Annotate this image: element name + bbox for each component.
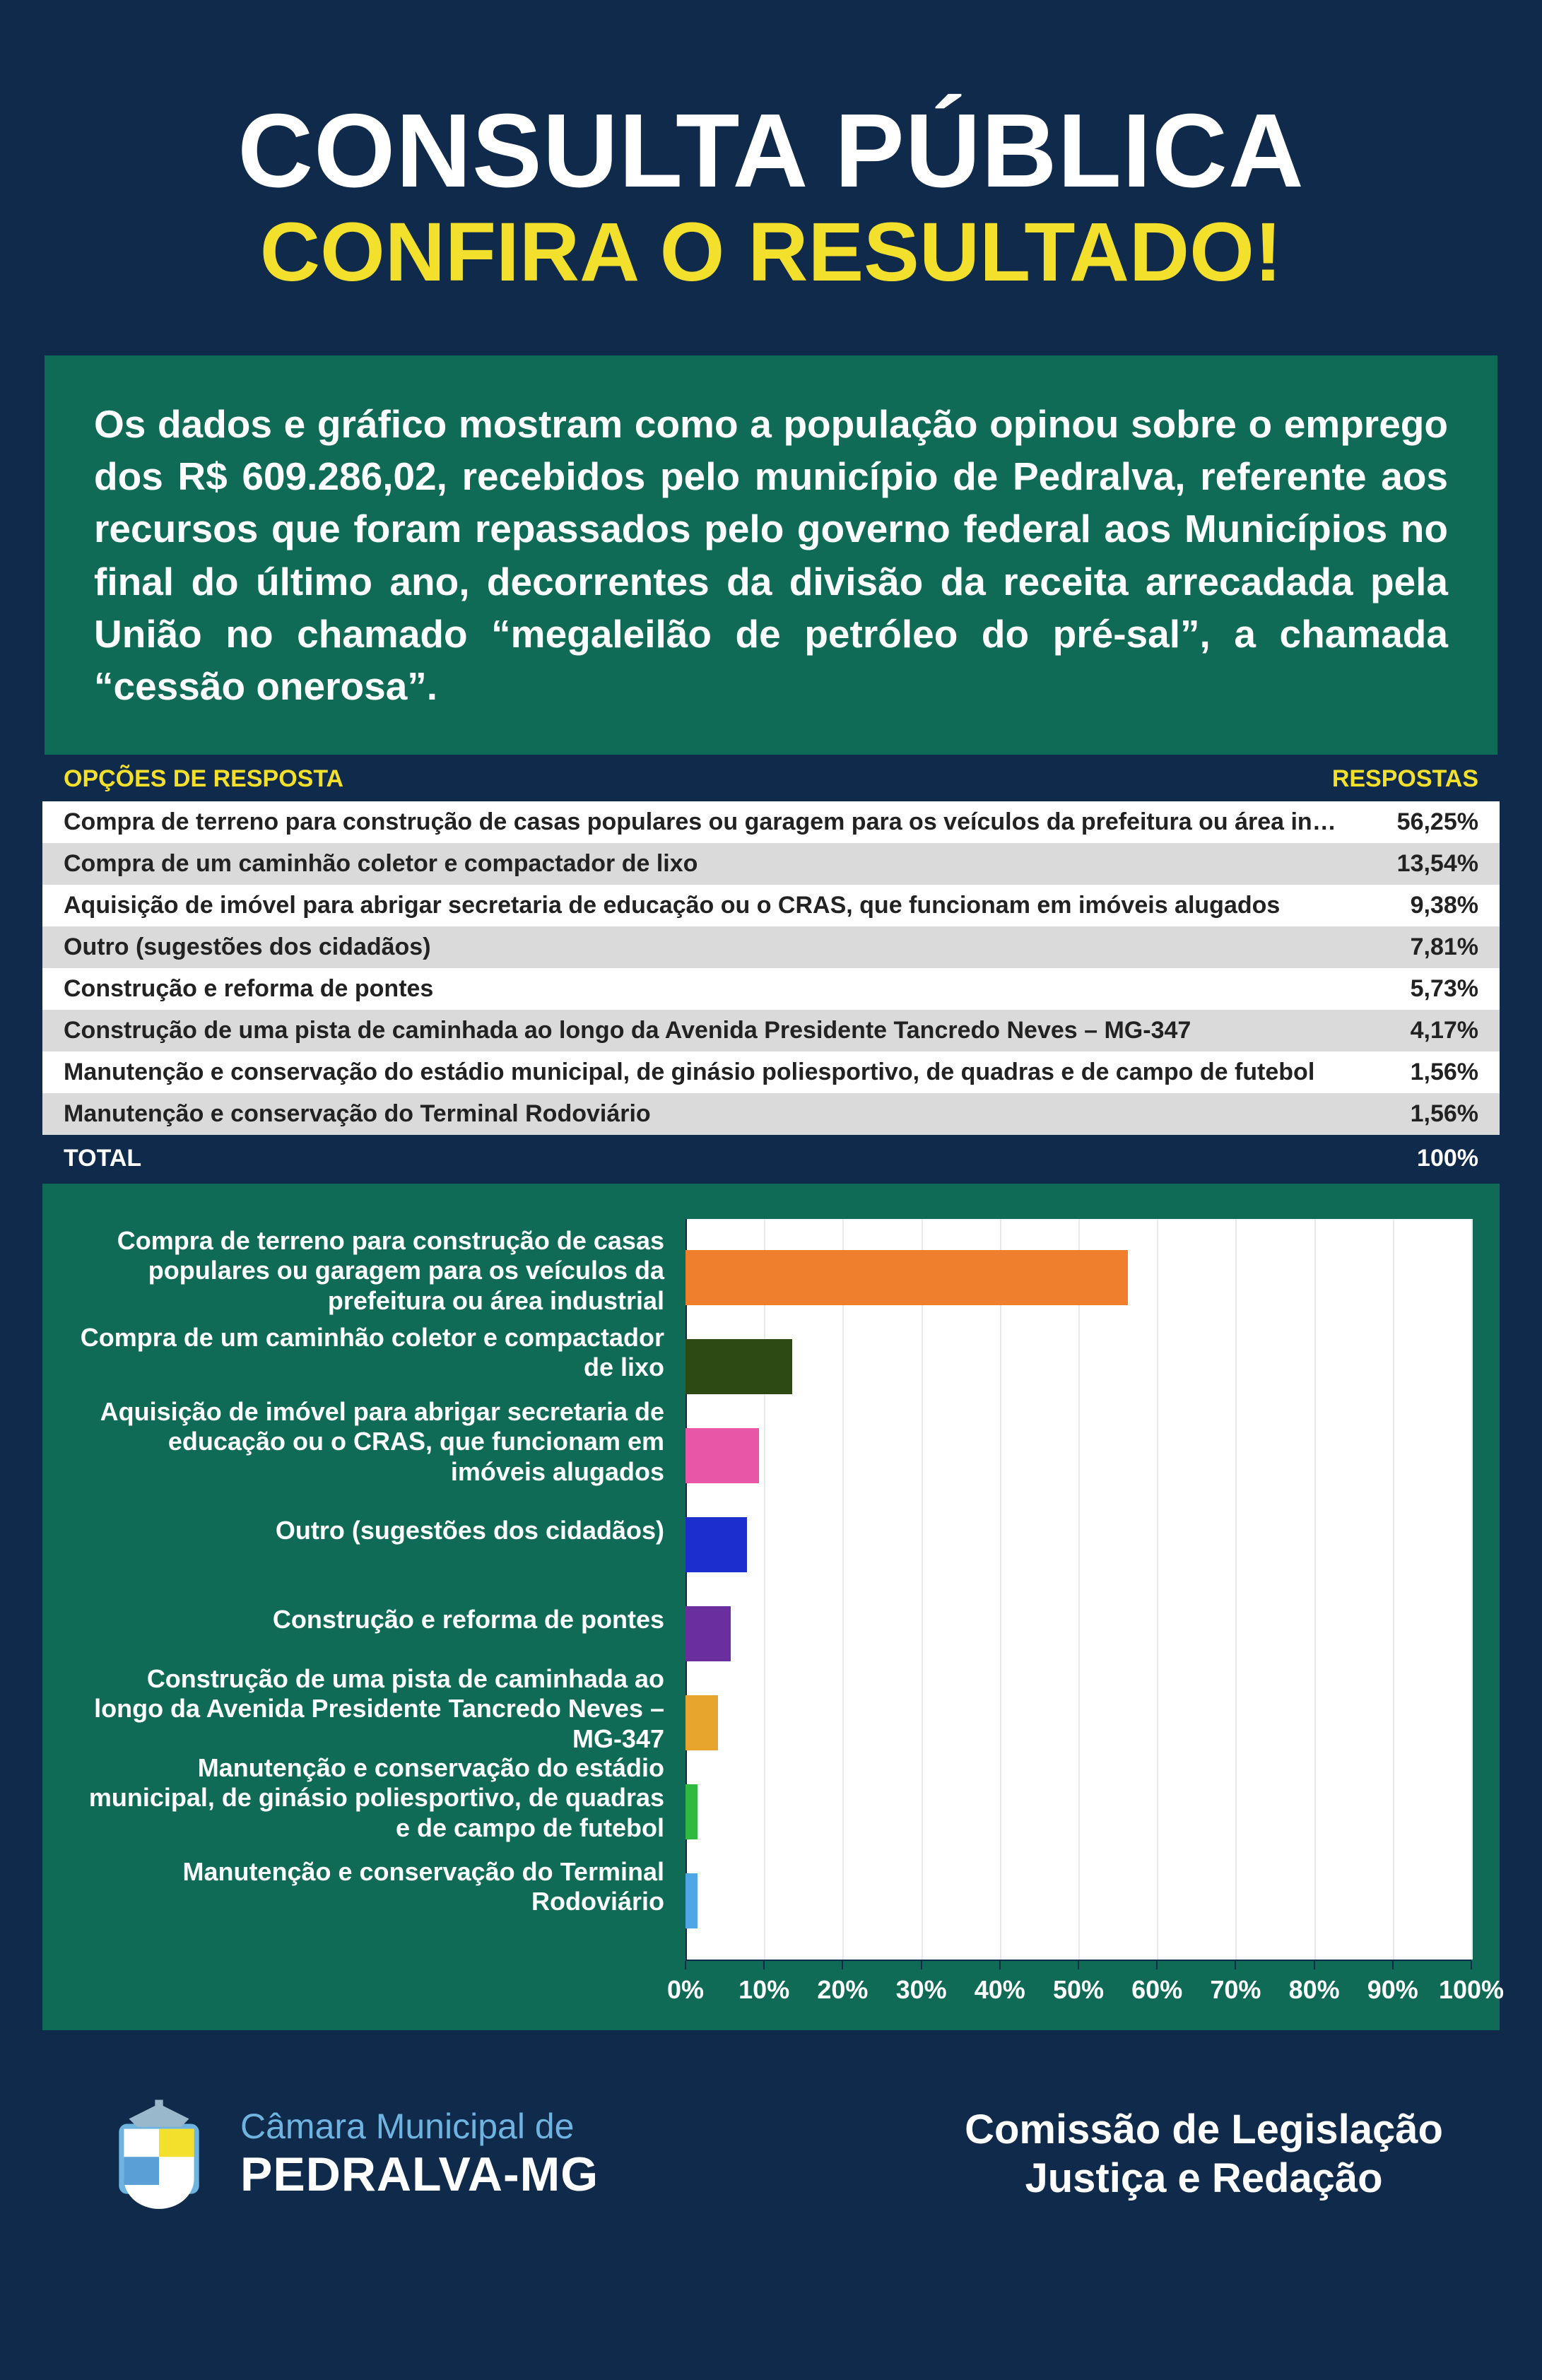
chart-bar-label: Manutenção e conservação do Terminal Rod…: [71, 1842, 685, 1931]
table-total-label: TOTAL: [64, 1145, 141, 1172]
crest-icon: [99, 2094, 219, 2214]
chart-bar: [685, 1606, 731, 1661]
footer-org-line1: Câmara Municipal de: [240, 2106, 599, 2147]
chart-axis-tick: 100%: [1439, 1961, 1504, 2005]
page-subtitle: CONFIRA O RESULTADO!: [42, 209, 1500, 297]
table-row-value: 1,56%: [1351, 1100, 1478, 1128]
page-title: CONSULTA PÚBLICA: [42, 99, 1500, 204]
table-row-label: Construção de uma pista de caminhada ao …: [64, 1017, 1351, 1044]
table-row-value: 1,56%: [1351, 1059, 1478, 1086]
header: CONSULTA PÚBLICA CONFIRA O RESULTADO!: [0, 0, 1542, 353]
footer-left: Câmara Municipal de PEDRALVA-MG: [99, 2094, 599, 2214]
table-row: Compra de um caminhão coletor e compacta…: [42, 843, 1500, 885]
table-row-value: 5,73%: [1351, 975, 1478, 1003]
table-row: Construção e reforma de pontes5,73%: [42, 968, 1500, 1010]
chart-axis-tick: 20%: [817, 1961, 868, 2005]
chart-bar-label: Construção e reforma de pontes: [71, 1575, 685, 1664]
chart-axis-tick: 50%: [1053, 1961, 1104, 2005]
table-row-label: Manutenção e conservação do Terminal Rod…: [64, 1100, 1351, 1128]
table-row-label: Construção e reforma de pontes: [64, 975, 1351, 1003]
chart-bar-row: [685, 1233, 1471, 1322]
chart-bar-row: [685, 1589, 1471, 1678]
chart-axis-tick: 60%: [1131, 1961, 1182, 2005]
table-row-label: Compra de terreno para construção de cas…: [64, 808, 1351, 836]
chart-axis-tick: 0%: [667, 1961, 704, 2005]
table-row-label: Aquisição de imóvel para abrigar secreta…: [64, 892, 1351, 919]
chart-bar: [685, 1695, 718, 1750]
chart-x-axis: 0%10%20%30%40%50%60%70%80%90%100%: [71, 1960, 1471, 2009]
chart-axis-tick: 70%: [1210, 1961, 1261, 2005]
chart-bar-label: Compra de um caminhão coletor e compacta…: [71, 1308, 685, 1397]
chart-bar-row: [685, 1678, 1471, 1767]
footer-right: Comissão de Legislação Justiça e Redação: [965, 2105, 1443, 2203]
chart-axis-tick: 10%: [738, 1961, 789, 2005]
footer-commission-line2: Justiça e Redação: [965, 2154, 1443, 2203]
chart-bar-label: Construção de uma pista de caminhada ao …: [71, 1664, 685, 1753]
table-row-label: Compra de um caminhão coletor e compacta…: [64, 850, 1351, 878]
bar-chart: Compra de terreno para construção de cas…: [42, 1184, 1500, 2030]
description-panel: Os dados e gráfico mostram como a popula…: [42, 353, 1500, 758]
chart-bar-label: Manutenção e conservação do estádio muni…: [71, 1753, 685, 1842]
chart-bar: [685, 1784, 698, 1839]
chart-bar-row: [685, 1500, 1471, 1589]
chart-bar-row: [685, 1856, 1471, 1945]
table-header-options: OPÇÕES DE RESPOSTA: [64, 765, 343, 793]
chart-axis-tick: 40%: [975, 1961, 1025, 2005]
chart-bar: [685, 1873, 698, 1928]
chart-bar-row: [685, 1322, 1471, 1411]
infographic-container: CONSULTA PÚBLICA CONFIRA O RESULTADO! Os…: [0, 0, 1542, 2263]
table-row: Outro (sugestões dos cidadãos)7,81%: [42, 926, 1500, 968]
table-row: Construção de uma pista de caminhada ao …: [42, 1010, 1500, 1051]
table-header: OPÇÕES DE RESPOSTA RESPOSTAS: [42, 757, 1500, 801]
table-row-label: Manutenção e conservação do estádio muni…: [64, 1059, 1351, 1086]
chart-bar-row: [685, 1767, 1471, 1856]
results-table: OPÇÕES DE RESPOSTA RESPOSTAS Compra de t…: [42, 757, 1500, 1184]
footer-org: Câmara Municipal de PEDRALVA-MG: [240, 2106, 599, 2202]
table-row: Manutenção e conservação do Terminal Rod…: [42, 1093, 1500, 1135]
footer-org-line2: PEDRALVA-MG: [240, 2147, 599, 2202]
table-total-row: TOTAL 100%: [42, 1135, 1500, 1184]
table-row-value: 4,17%: [1351, 1017, 1478, 1044]
chart-axis-tick: 90%: [1367, 1961, 1418, 2005]
chart-bar: [685, 1517, 747, 1572]
chart-axis-tick: 80%: [1289, 1961, 1340, 2005]
chart-grid-line: [1471, 1219, 1473, 1960]
chart-bar-label: Outro (sugestões dos cidadãos): [71, 1486, 685, 1575]
table-total-value: 100%: [1417, 1145, 1478, 1172]
table-row: Manutenção e conservação do estádio muni…: [42, 1051, 1500, 1093]
chart-bar: [685, 1428, 759, 1483]
table-row-value: 9,38%: [1351, 892, 1478, 919]
chart-bar: [685, 1250, 1128, 1305]
table-row-value: 7,81%: [1351, 933, 1478, 961]
table-header-responses: RESPOSTAS: [1332, 765, 1478, 793]
chart-bar: [685, 1339, 792, 1394]
table-row-label: Outro (sugestões dos cidadãos): [64, 933, 1351, 961]
table-row-value: 56,25%: [1351, 808, 1478, 836]
chart-bar-label: Compra de terreno para construção de cas…: [71, 1219, 685, 1308]
footer: Câmara Municipal de PEDRALVA-MG Comissão…: [0, 2030, 1542, 2263]
table-row-value: 13,54%: [1351, 850, 1478, 878]
chart-axis-tick: 30%: [896, 1961, 947, 2005]
chart-bar-label: Aquisição de imóvel para abrigar secreta…: [71, 1397, 685, 1486]
chart-bar-row: [685, 1411, 1471, 1500]
chart-plot-area: [685, 1219, 1471, 1960]
table-row: Aquisição de imóvel para abrigar secreta…: [42, 885, 1500, 926]
footer-commission-line1: Comissão de Legislação: [965, 2105, 1443, 2155]
table-row: Compra de terreno para construção de cas…: [42, 801, 1500, 843]
